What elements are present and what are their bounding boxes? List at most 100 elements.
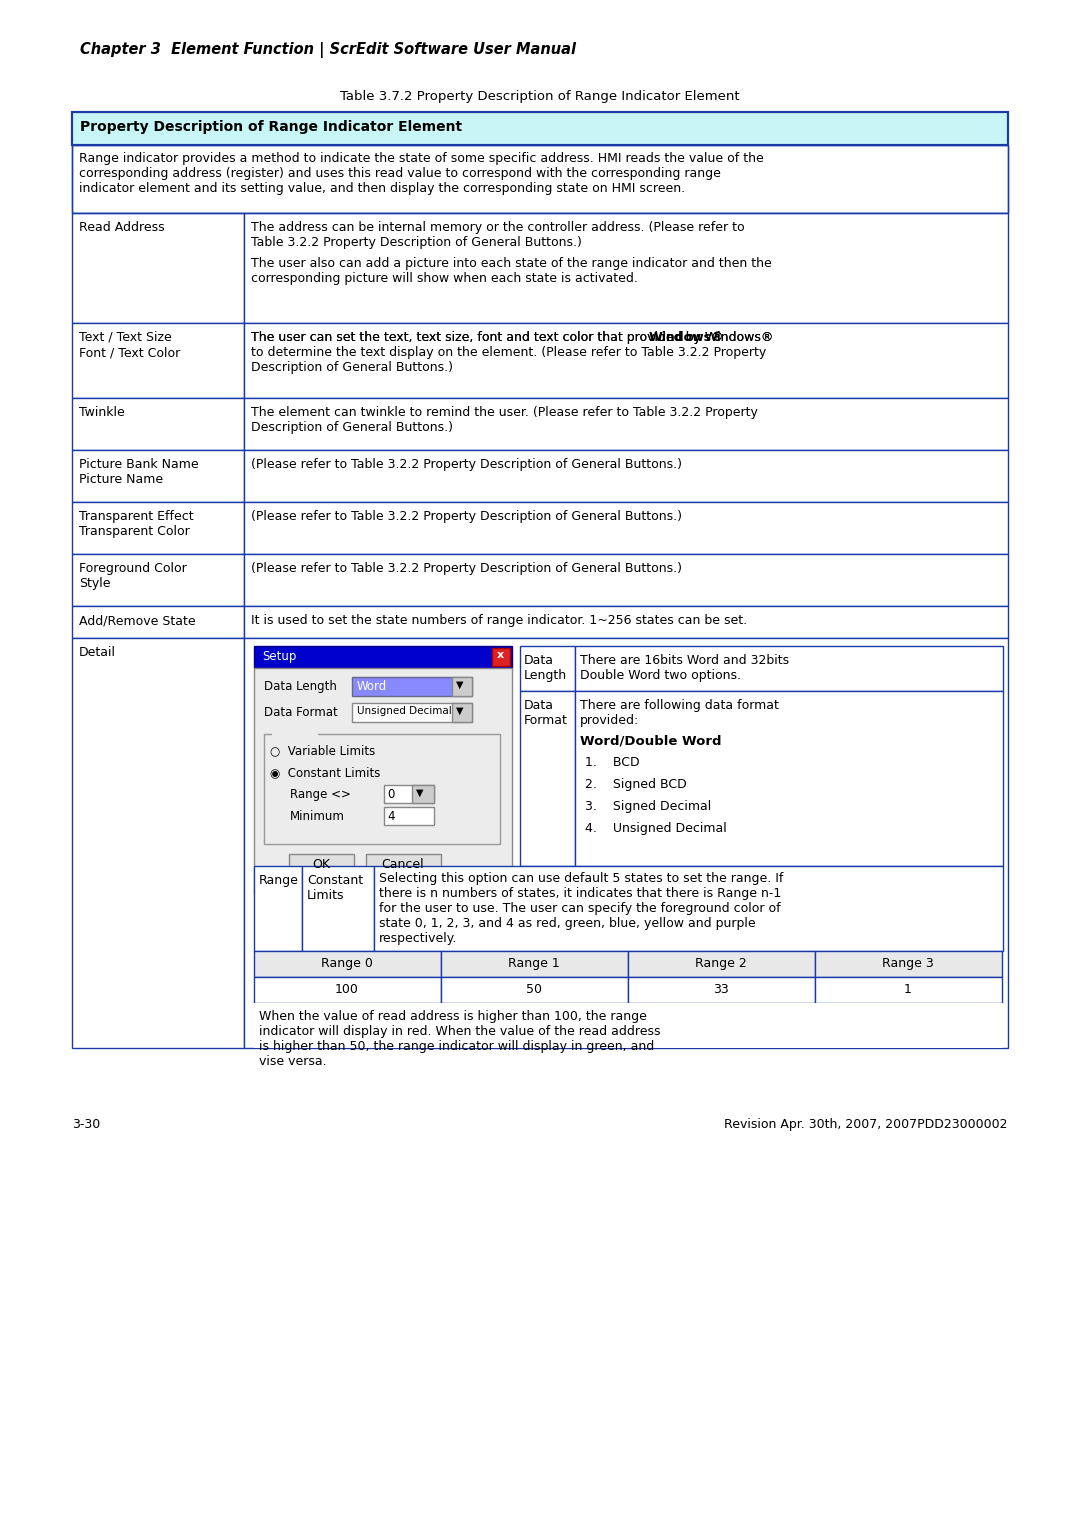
Bar	[374, 866, 1003, 950]
Bar	[244, 503, 1008, 555]
Text: Windows®: Windows®	[648, 332, 724, 344]
Bar	[72, 397, 244, 451]
Bar	[254, 668, 512, 894]
Bar	[254, 646, 512, 668]
Bar	[492, 648, 510, 666]
Text: Range 1: Range 1	[508, 957, 559, 970]
Text: 33: 33	[713, 983, 729, 996]
Text: 0: 0	[387, 788, 394, 801]
Text: ○  Variable Limits: ○ Variable Limits	[270, 744, 375, 756]
Bar	[384, 785, 434, 804]
Text: When the value of read address is higher than 100, the range
indicator will disp: When the value of read address is higher…	[259, 1010, 661, 1068]
Bar	[72, 322, 244, 397]
Text: Data Format: Data Format	[264, 706, 338, 720]
Bar	[72, 145, 1008, 212]
Bar	[72, 145, 1008, 212]
Text: Detail: Detail	[79, 646, 116, 659]
Text: Table 3.7.2 Property Description of Range Indicator Element: Table 3.7.2 Property Description of Rang…	[340, 90, 740, 102]
Bar	[384, 807, 434, 825]
Bar	[72, 112, 1008, 145]
Bar	[627, 976, 815, 1002]
Text: Ranges: Ranges	[274, 729, 318, 743]
Bar	[453, 703, 472, 723]
Text: 4.    Unsigned Decimal: 4. Unsigned Decimal	[585, 822, 727, 834]
Text: Text / Text Size
Font / Text Color: Text / Text Size Font / Text Color	[79, 332, 180, 359]
Bar	[244, 555, 1008, 607]
Bar	[366, 854, 441, 876]
Bar	[244, 397, 1008, 451]
Bar	[254, 1002, 1003, 1048]
Bar	[244, 322, 1008, 397]
Text: 2.    Signed BCD: 2. Signed BCD	[585, 778, 687, 792]
Bar	[411, 785, 434, 804]
Text: Cancel: Cancel	[381, 859, 424, 871]
Bar	[244, 451, 1008, 503]
Text: Range: Range	[259, 874, 299, 886]
Bar	[254, 866, 302, 950]
Text: Picture Bank Name
Picture Name: Picture Bank Name Picture Name	[79, 458, 199, 486]
Bar	[575, 691, 1003, 866]
Bar	[453, 677, 472, 695]
Bar	[72, 503, 244, 555]
Bar	[254, 950, 441, 976]
Bar	[352, 703, 472, 723]
Text: 3.    Signed Decimal: 3. Signed Decimal	[585, 801, 712, 813]
Text: (Please refer to Table 3.2.2 Property Description of General Buttons.): (Please refer to Table 3.2.2 Property De…	[251, 510, 681, 523]
Text: 100: 100	[335, 983, 359, 996]
Text: 1: 1	[904, 983, 912, 996]
Text: Data
Length: Data Length	[524, 654, 567, 681]
Text: The user can set the text, text size, font and text color that provided by Windo: The user can set the text, text size, fo…	[251, 332, 773, 374]
Text: Range 0: Range 0	[321, 957, 373, 970]
Text: Range 3: Range 3	[882, 957, 934, 970]
Text: ▼: ▼	[456, 706, 463, 717]
Text: Setup: Setup	[262, 649, 296, 663]
Text: The user can set the text, text size, font and text color that provided by Windo: The user can set the text, text size, fo…	[251, 332, 773, 344]
Text: Twinkle: Twinkle	[79, 406, 125, 419]
Bar	[72, 212, 244, 322]
Text: The address can be internal memory or the controller address. (Please refer to
T: The address can be internal memory or th…	[251, 222, 744, 249]
Text: It is used to set the state numbers of range indicator. 1~256 states can be set.: It is used to set the state numbers of r…	[251, 614, 747, 626]
Text: x: x	[497, 649, 504, 660]
Bar	[72, 112, 1008, 145]
Text: Revision Apr. 30th, 2007, 2007PDD23000002: Revision Apr. 30th, 2007, 2007PDD2300000…	[725, 1118, 1008, 1131]
Text: 1.    BCD: 1. BCD	[585, 756, 639, 769]
Bar	[815, 950, 1002, 976]
Text: Minimum: Minimum	[291, 810, 345, 824]
Bar	[441, 976, 627, 1002]
Text: Selecting this option can use default 5 states to set the range. If
there is n n: Selecting this option can use default 5 …	[379, 872, 783, 944]
Bar	[264, 733, 500, 843]
Text: There are 16bits Word and 32bits
Double Word two options.: There are 16bits Word and 32bits Double …	[580, 654, 789, 681]
Bar	[72, 555, 244, 607]
Bar	[244, 639, 1008, 1048]
Bar	[272, 727, 318, 743]
Bar	[627, 950, 815, 976]
Text: Data Length: Data Length	[264, 680, 337, 694]
Bar	[289, 854, 354, 876]
Text: Range <>: Range <>	[291, 788, 351, 801]
Text: ▼: ▼	[416, 788, 423, 798]
Text: Constant
Limits: Constant Limits	[307, 874, 363, 902]
Text: Range 2: Range 2	[696, 957, 747, 970]
Text: Property Description of Range Indicator Element: Property Description of Range Indicator …	[80, 121, 462, 134]
Text: Range indicator provides a method to indicate the state of some specific address: Range indicator provides a method to ind…	[79, 151, 764, 196]
Text: 50: 50	[526, 983, 542, 996]
Text: Data
Format: Data Format	[524, 698, 568, 727]
Bar	[815, 976, 1002, 1002]
Bar	[519, 646, 575, 691]
Text: The element can twinkle to remind the user. (Please refer to Table 3.2.2 Propert: The element can twinkle to remind the us…	[251, 406, 758, 434]
Bar	[72, 639, 244, 1048]
Text: Word/Double Word: Word/Double Word	[580, 733, 721, 747]
Bar	[575, 646, 1003, 691]
Text: Word: Word	[357, 680, 388, 694]
Bar	[244, 212, 1008, 322]
Text: There are following data format
provided:: There are following data format provided…	[580, 698, 779, 727]
Text: Foreground Color
Style: Foreground Color Style	[79, 562, 187, 590]
Bar	[302, 866, 374, 950]
Text: Chapter 3  Element Function | ScrEdit Software User Manual: Chapter 3 Element Function | ScrEdit Sof…	[80, 41, 576, 58]
Text: ◉  Constant Limits: ◉ Constant Limits	[270, 766, 380, 779]
Text: OK: OK	[312, 859, 330, 871]
Bar	[441, 950, 627, 976]
Text: 3-30: 3-30	[72, 1118, 100, 1131]
Bar	[72, 451, 244, 503]
Bar	[352, 677, 472, 695]
